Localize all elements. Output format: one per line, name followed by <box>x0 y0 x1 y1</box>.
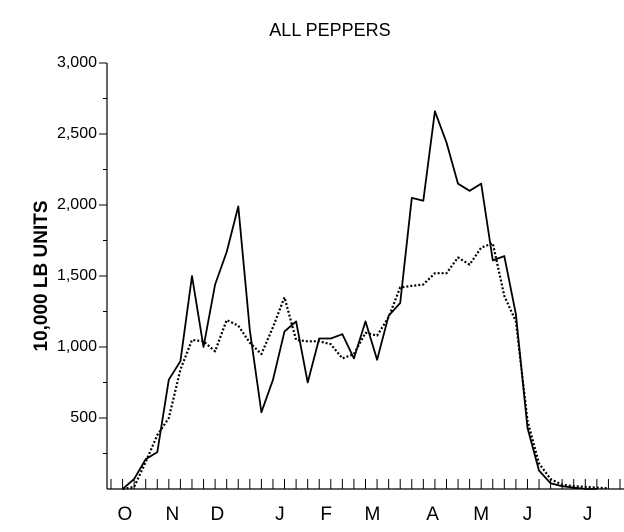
x-tick-label: J <box>583 504 593 525</box>
x-tick-label: J <box>275 504 285 525</box>
x-tick-label: M <box>473 504 489 525</box>
y-tick-label: 1,500 <box>57 267 97 284</box>
y-tick-label: 2,500 <box>57 125 97 142</box>
chart-title: ALL PEPPERS <box>269 20 390 40</box>
x-tick-label: O <box>117 504 132 525</box>
x-tick-label: D <box>211 504 225 525</box>
x-tick-label: J <box>523 504 533 525</box>
x-tick-label: F <box>320 504 332 525</box>
y-tick-label: 2,000 <box>57 196 97 213</box>
x-tick-label: N <box>165 504 179 525</box>
y-axis-label: 10,000 LB UNITS <box>31 201 52 352</box>
line-series <box>122 110 597 490</box>
x-tick-label: A <box>426 504 439 525</box>
y-tick-label: 1,000 <box>57 338 97 355</box>
y-tick-label: 3,000 <box>57 54 97 71</box>
line-series <box>122 242 609 491</box>
y-tick-label: 500 <box>70 409 97 426</box>
x-tick-label: M <box>365 504 381 525</box>
